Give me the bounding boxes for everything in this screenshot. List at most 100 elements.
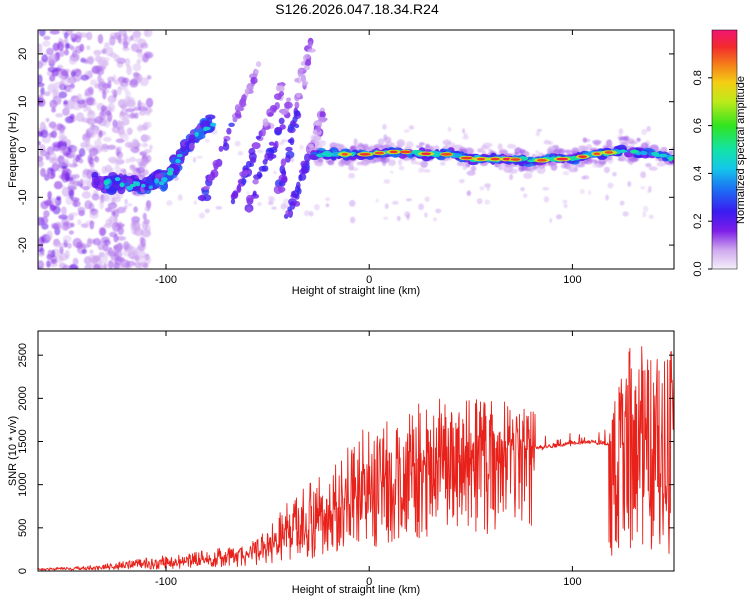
- spectrogram-cell: [49, 30, 60, 35]
- spectrogram-cell: [46, 230, 53, 241]
- spectrogram-cell: [65, 176, 74, 181]
- spectrogram-cell: [641, 151, 648, 156]
- spectrogram-cell: [239, 98, 247, 107]
- spectrogram-cell: [278, 91, 285, 97]
- spectrogram-cell: [188, 134, 196, 144]
- spectrogram-cell: [117, 184, 126, 195]
- spectrogram-cell: [132, 30, 142, 38]
- spectrogram-cell: [49, 204, 57, 211]
- spectrogram-cell: [136, 58, 141, 65]
- spectrogram-cell: [327, 160, 335, 166]
- spectrogram-cell: [582, 137, 588, 143]
- spectrogram-cell: [131, 171, 138, 176]
- spectrogram-cell: [86, 237, 92, 248]
- spectrogram-cell: [74, 179, 82, 187]
- spectrogram-cell: [484, 183, 491, 188]
- spectrogram-cell: [228, 122, 235, 128]
- spectrogram-cell: [98, 81, 109, 91]
- spectrogram-cell: [68, 189, 75, 200]
- spectrogram-cell: [114, 79, 121, 85]
- spectrogram-cell: [456, 162, 465, 167]
- spectrogram-cell: [294, 101, 300, 109]
- spectrogram-cell: [134, 112, 139, 119]
- spectrogram-cell: [88, 147, 99, 156]
- spectrogram-cell: [237, 151, 244, 156]
- spectrogram-cell: [141, 220, 148, 231]
- spectrogram-cell: [67, 242, 72, 249]
- spectrogram-cell: [107, 202, 118, 209]
- colorbar-ticks: 0.0 0.2 0.4 0.6 0.8: [692, 70, 712, 277]
- snr-x-ticks: -100 0 100: [155, 331, 582, 588]
- spectrogram-cell: [299, 144, 304, 150]
- spectrogram-cell: [296, 93, 301, 98]
- spectrogram-cell: [194, 132, 199, 137]
- spectrogram-y-tick-label: -10: [17, 189, 29, 205]
- spectrogram-y-tick-label: 20: [17, 48, 29, 60]
- spectrogram-cell: [387, 159, 396, 167]
- spectrogram-cell: [89, 249, 94, 254]
- spectrogram-cell: [553, 147, 563, 154]
- spectrogram-cell: [307, 40, 313, 48]
- spectrogram-cell: [145, 97, 154, 108]
- spectrogram-cell: [103, 223, 113, 229]
- spectrogram-cell: [325, 203, 330, 208]
- spectrogram-cell: [316, 125, 321, 132]
- snr-panel: -100 0 100 0 500 1000 1500 2000 2500 Height of …: [7, 330, 675, 596]
- spectrogram-cell: [76, 93, 83, 102]
- spectrogram-cell: [257, 149, 264, 154]
- spectrogram-cell: [199, 194, 205, 201]
- spectrogram-cell: [58, 91, 68, 99]
- spectrogram-cell: [586, 158, 596, 163]
- spectrogram-cell: [292, 116, 298, 123]
- spectrogram-cell: [300, 160, 308, 168]
- spectrogram-cell: [93, 50, 101, 57]
- spectrogram-cell: [653, 153, 661, 157]
- spectrogram-cell: [122, 241, 130, 250]
- spectrogram-cell: [257, 202, 262, 206]
- spectrogram-cell: [543, 196, 550, 203]
- spectrogram-cell: [65, 86, 73, 93]
- spectrogram-cell: [405, 141, 414, 149]
- spectrogram-cell: [105, 46, 114, 57]
- spectrogram-cell: [127, 203, 133, 207]
- spectrogram-cell: [81, 223, 89, 229]
- spectrogram-cell: [440, 153, 453, 156]
- spectrogram-cell: [239, 171, 248, 177]
- spectrogram-cell: [604, 151, 614, 154]
- spectrogram-cell: [84, 92, 89, 97]
- spectrogram-cell: [442, 139, 452, 146]
- spectrogram-cell: [113, 54, 121, 63]
- spectrogram-cell: [59, 80, 65, 90]
- spectrogram-cell: [87, 55, 95, 65]
- spectrogram-cell: [39, 121, 46, 132]
- spectrogram-cell: [86, 45, 91, 51]
- spectrogram-cell: [392, 200, 399, 205]
- spectrogram-cell: [109, 158, 120, 165]
- spectrogram-cell: [359, 153, 371, 156]
- spectrogram-cell: [175, 158, 181, 164]
- spectrogram-cell: [477, 157, 485, 161]
- spectrogram-cell: [642, 205, 649, 213]
- spectrogram-cell: [476, 198, 483, 205]
- spectrogram-cell: [383, 216, 389, 220]
- spectrogram-cell: [619, 200, 625, 206]
- spectrogram-cell: [100, 146, 109, 153]
- spectrogram-cell: [138, 110, 147, 116]
- spectrogram-cell: [64, 49, 69, 56]
- spectrogram-cell: [256, 171, 262, 179]
- spectrogram-cell: [146, 75, 152, 80]
- spectrogram-cell: [61, 40, 68, 45]
- spectrogram-cell: [309, 211, 314, 217]
- spectrogram-cell: [89, 211, 99, 219]
- spectrogram-cell: [435, 208, 442, 214]
- spectrogram-cell: [375, 198, 379, 203]
- spectrogram-cell: [239, 105, 244, 112]
- colorbar: 0.0 0.2 0.4 0.6 0.8 Normalized spectral ampl…: [692, 29, 747, 277]
- spectrogram-cell: [144, 121, 152, 129]
- spectrogram-cell: [116, 206, 126, 214]
- spectrogram-cell: [85, 140, 91, 147]
- spectrogram-cell: [535, 150, 539, 154]
- spectrogram-cell: [285, 154, 291, 163]
- spectrogram-cell: [78, 147, 86, 157]
- spectrogram-cell: [377, 138, 385, 146]
